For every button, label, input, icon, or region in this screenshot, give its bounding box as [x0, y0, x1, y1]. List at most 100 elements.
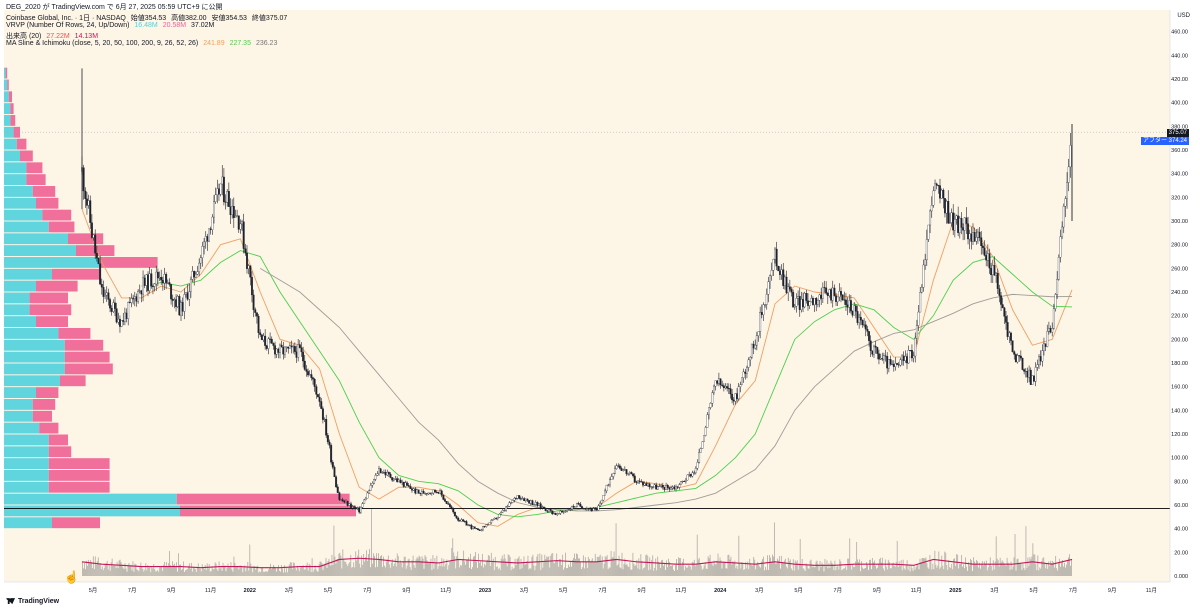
volume-bar — [185, 569, 187, 576]
volume-bar — [669, 561, 670, 576]
candle-body — [505, 506, 508, 511]
volume-bar — [450, 561, 452, 576]
volume-bar — [458, 559, 460, 576]
volume-bar — [849, 538, 851, 576]
candle-body — [1034, 367, 1037, 382]
volume-bar — [569, 566, 570, 576]
volume-bar — [1015, 570, 1017, 576]
symbol-legend[interactable]: Coinbase Global, Inc. · 1日 · NASDAQ 始値35… — [6, 13, 290, 23]
volume-bar — [525, 563, 527, 576]
candle-body — [754, 344, 757, 349]
candle-body — [691, 472, 694, 477]
volume-bar — [198, 568, 200, 576]
volume-bar — [683, 570, 685, 576]
volume-bar — [247, 561, 249, 576]
volume-bar — [709, 554, 711, 576]
candle-body — [574, 506, 577, 508]
vrvp-down-bar — [64, 339, 104, 351]
volume-bar — [937, 565, 939, 576]
volume-bar — [939, 568, 941, 576]
candle-body — [287, 346, 290, 349]
volume-bar — [564, 567, 566, 576]
volume-bar — [631, 569, 633, 576]
candle-body — [427, 492, 430, 495]
candle-body — [506, 506, 509, 508]
candle-body — [100, 284, 103, 288]
candle-body — [165, 274, 168, 283]
volume-bar — [914, 569, 916, 576]
volume-bar — [707, 556, 709, 576]
candle-body — [519, 498, 522, 500]
volume-bar — [773, 556, 774, 576]
candle-body — [151, 286, 154, 288]
candle-body — [313, 378, 316, 387]
candle-body — [356, 507, 359, 509]
volume-bar — [353, 562, 355, 576]
candle-body — [264, 335, 267, 346]
volume-bar — [713, 560, 715, 576]
volume-bar — [492, 558, 494, 576]
candle-body — [160, 277, 163, 281]
candle-body — [737, 386, 740, 400]
candle-body — [980, 237, 983, 247]
vrvp-up-bar — [4, 446, 49, 458]
candle-body — [430, 492, 433, 494]
volume-bar — [845, 566, 847, 576]
y-tick-label: 440.00 — [1171, 53, 1188, 59]
candle-body — [227, 191, 230, 207]
x-tick-label: 11月 — [675, 587, 686, 594]
y-axis[interactable]: 0.00020.0040.0060.0080.00100.00120.00140… — [1169, 10, 1188, 582]
volume-bar — [967, 570, 968, 576]
volume-bar — [929, 555, 931, 576]
volume-bar — [1039, 567, 1041, 576]
volume-bar — [481, 553, 483, 576]
volume-bar — [801, 558, 803, 576]
volume-bar — [638, 558, 640, 576]
candle-body — [983, 247, 986, 256]
volume-bar — [654, 567, 656, 576]
volume-bar — [875, 568, 877, 576]
volume-bar — [445, 563, 447, 576]
volume-bar — [214, 562, 216, 576]
x-axis[interactable]: 5月 7月 9月 11月 2022 3月 5月 7月 9月 11月 2023 3月 5月 7月 9月 11月 2… — [4, 581, 1170, 594]
volume-bar — [836, 566, 838, 576]
volume-bar — [394, 558, 396, 576]
vrvp-up-bar — [4, 292, 30, 304]
volume-bar — [954, 558, 956, 576]
candle-body — [549, 509, 552, 511]
tradingview-logo[interactable]: TradingView — [6, 598, 59, 605]
volume-bar — [868, 570, 869, 576]
y-tick-label: 380.00 — [1171, 124, 1188, 130]
volume-bar — [514, 558, 516, 576]
volume-bar — [1066, 564, 1067, 576]
volume-bar — [824, 558, 826, 576]
vrvp-down-bar — [5, 67, 8, 79]
volume-bar — [1013, 557, 1015, 576]
candle-body — [825, 287, 828, 294]
volume-legend[interactable]: 出来高 (20) 27.22M 14.13M — [6, 31, 101, 41]
volume-bar — [979, 568, 981, 576]
vrvp-legend[interactable]: VRVP (Number Of Rows, 24, Up/Down) 16.48… — [6, 22, 217, 29]
candle-body — [589, 508, 592, 510]
volume-bar — [1012, 566, 1014, 576]
candle-body — [666, 485, 669, 488]
candle-body — [231, 206, 234, 216]
volume-bar — [741, 562, 743, 576]
candle-body — [656, 486, 659, 490]
candle-body — [1019, 355, 1022, 359]
volume-bar — [216, 569, 218, 576]
candle-body — [813, 298, 816, 305]
candle-body — [496, 517, 499, 519]
candle-body — [320, 401, 323, 409]
volume-bar — [873, 562, 874, 576]
volume-bar — [1059, 558, 1061, 576]
candle-body — [415, 489, 418, 494]
vrvp-up-bar — [4, 162, 27, 174]
ma-legend[interactable]: MA Sline & Ichimoku (close, 5, 20, 50, 1… — [6, 40, 280, 47]
volume-bar — [761, 561, 763, 576]
volume-bar — [877, 564, 879, 576]
volume-bar — [477, 567, 478, 576]
volume-bar — [388, 564, 390, 576]
candle-body — [1054, 294, 1057, 309]
